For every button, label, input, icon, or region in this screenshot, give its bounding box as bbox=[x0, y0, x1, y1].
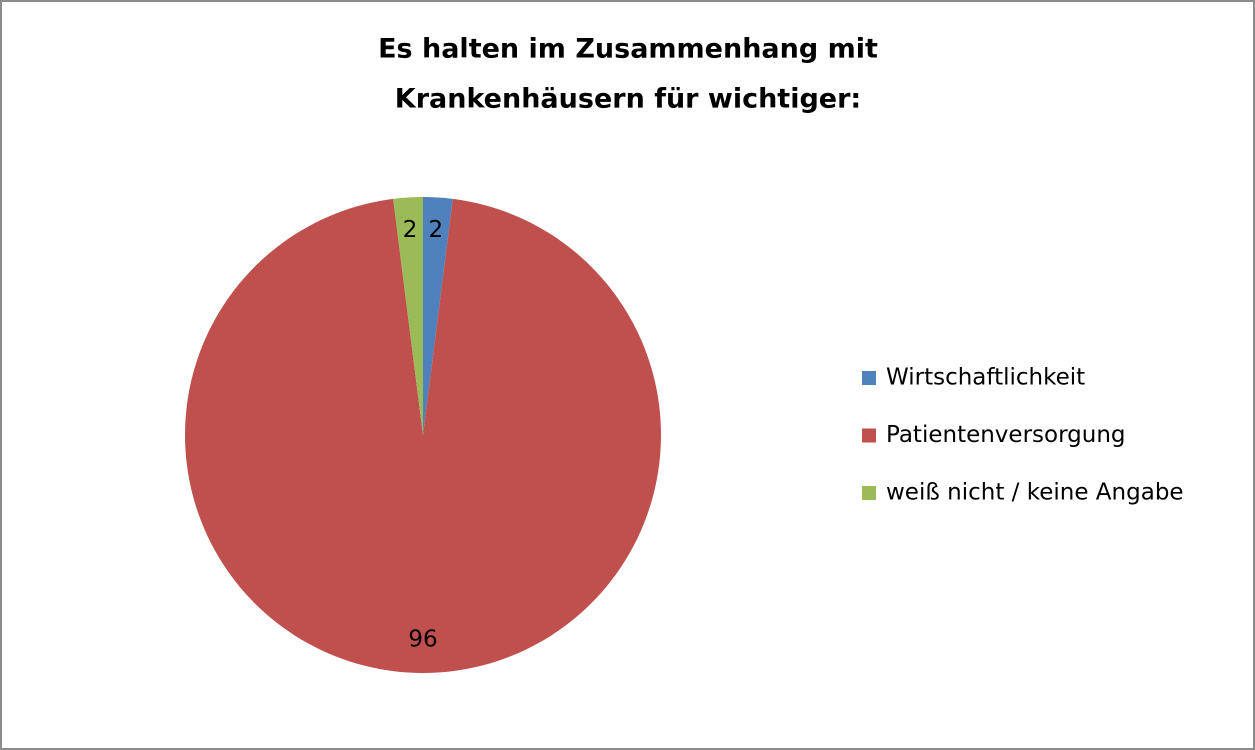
legend-swatch bbox=[862, 371, 876, 385]
chart-title: Es halten im Zusammenhang mit bbox=[378, 34, 878, 65]
legend-swatch bbox=[862, 428, 876, 443]
pie-slice bbox=[423, 197, 453, 435]
legend-swatch bbox=[862, 486, 876, 500]
pie-slice bbox=[185, 198, 662, 673]
legend-label: Wirtschaftlichkeit bbox=[886, 365, 1085, 391]
pie-slice bbox=[393, 197, 423, 435]
chart-title: Krankenhäusern für wichtiger: bbox=[395, 84, 861, 115]
legend-label: Patientenversorgung bbox=[886, 422, 1126, 448]
legend-label: weiß nicht / keine Angabe bbox=[886, 480, 1184, 506]
data-label: 96 bbox=[408, 627, 437, 653]
data-label: 2 bbox=[403, 217, 418, 243]
data-label: 2 bbox=[429, 217, 444, 243]
